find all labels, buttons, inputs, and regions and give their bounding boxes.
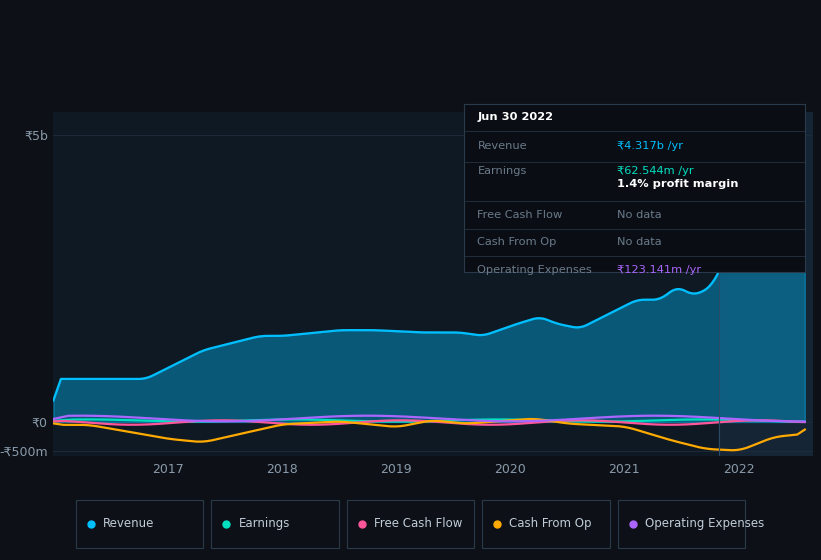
Bar bbox=[617, 500, 745, 548]
Text: 1.4% profit margin: 1.4% profit margin bbox=[617, 179, 739, 189]
Text: Jun 30 2022: Jun 30 2022 bbox=[478, 112, 553, 122]
Bar bbox=[76, 500, 203, 548]
Text: Earnings: Earnings bbox=[478, 166, 527, 176]
Bar bbox=[719, 112, 813, 456]
Text: ₹62.544m /yr: ₹62.544m /yr bbox=[617, 166, 694, 176]
Text: Cash From Op: Cash From Op bbox=[509, 517, 592, 530]
Text: Revenue: Revenue bbox=[103, 517, 154, 530]
Text: Cash From Op: Cash From Op bbox=[478, 237, 557, 247]
Text: Operating Expenses: Operating Expenses bbox=[645, 517, 764, 530]
Text: ₹4.317b /yr: ₹4.317b /yr bbox=[617, 142, 683, 151]
Bar bbox=[212, 500, 338, 548]
Text: ₹123.141m /yr: ₹123.141m /yr bbox=[617, 265, 701, 275]
Bar bbox=[482, 500, 609, 548]
Text: Free Cash Flow: Free Cash Flow bbox=[478, 211, 562, 220]
Bar bbox=[347, 500, 475, 548]
Text: Free Cash Flow: Free Cash Flow bbox=[374, 517, 462, 530]
Text: Operating Expenses: Operating Expenses bbox=[478, 265, 592, 275]
Text: No data: No data bbox=[617, 211, 662, 220]
Text: Revenue: Revenue bbox=[478, 142, 527, 151]
Text: No data: No data bbox=[617, 237, 662, 247]
Text: Earnings: Earnings bbox=[238, 517, 290, 530]
